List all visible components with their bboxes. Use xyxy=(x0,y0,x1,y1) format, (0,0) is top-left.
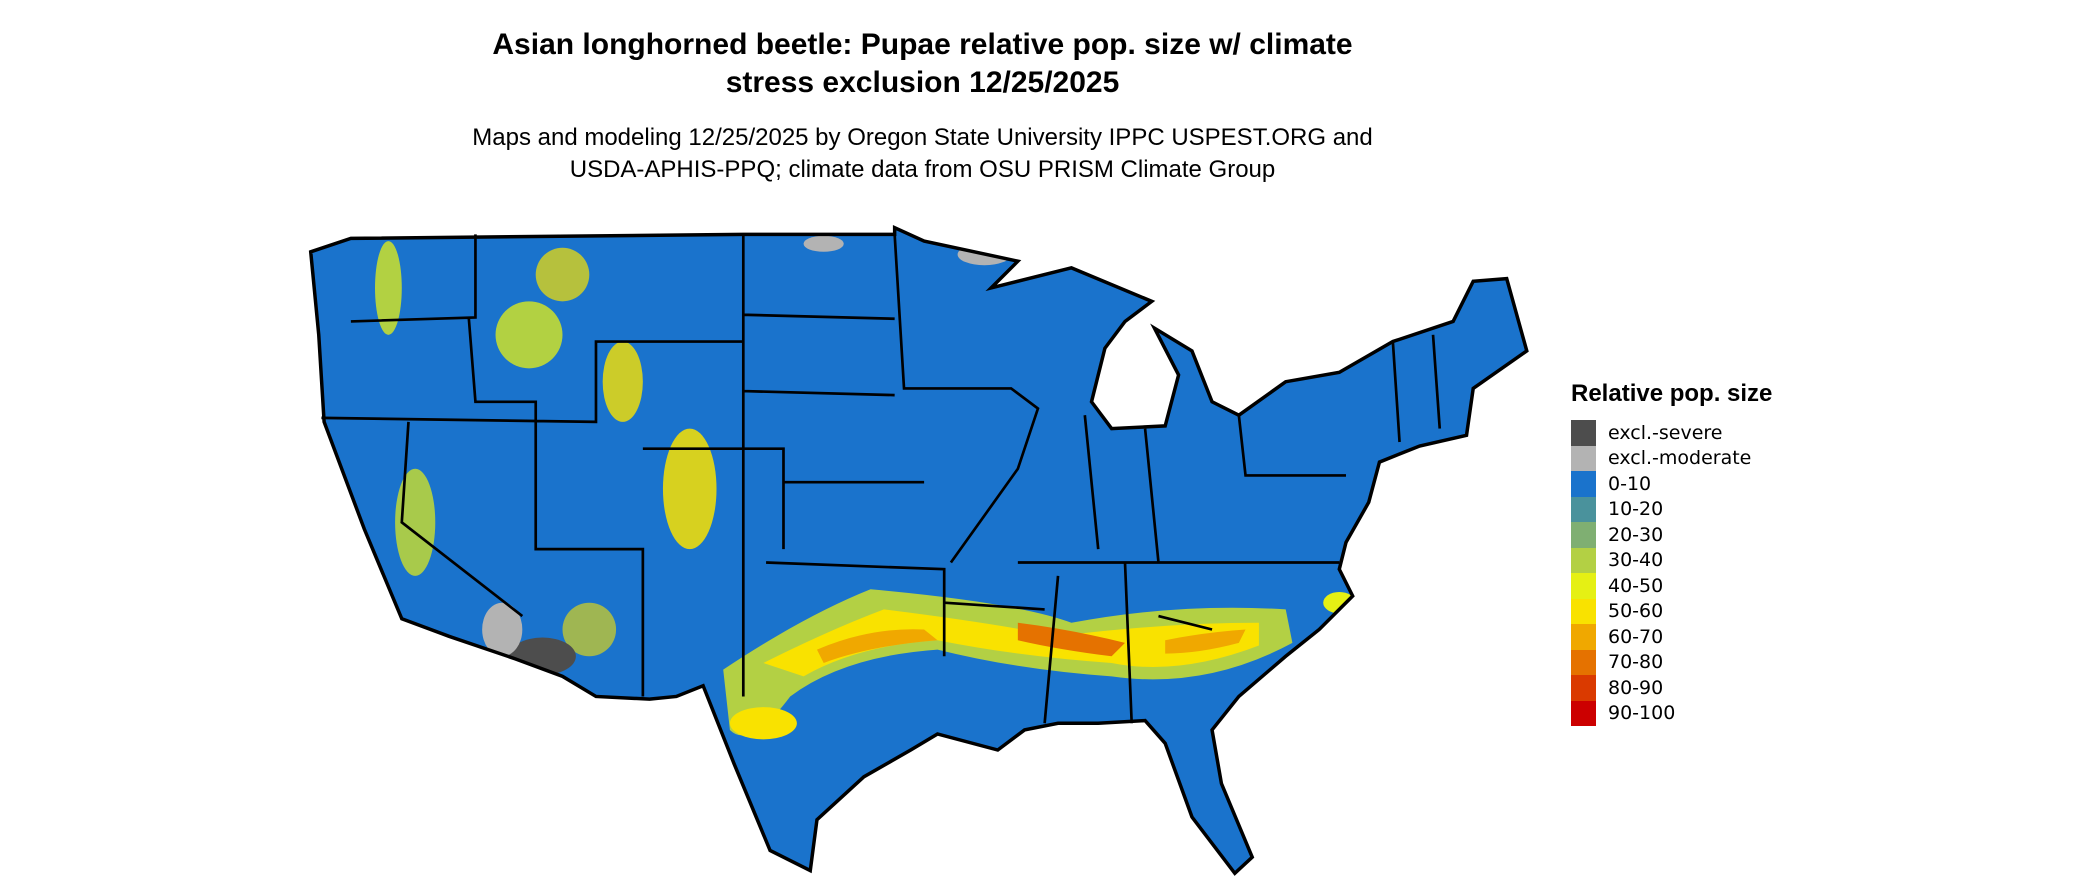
legend-label: 80-90 xyxy=(1608,676,1664,699)
legend-label: 50-60 xyxy=(1608,600,1664,623)
suitability-patches xyxy=(375,235,1356,740)
subtitle-line-1: Maps and modeling 12/25/2025 by Oregon S… xyxy=(472,124,1373,151)
legend-swatch xyxy=(1571,649,1596,675)
legend-item: 70-80 xyxy=(1571,649,1772,675)
legend-swatch xyxy=(1571,547,1596,573)
legend-items: excl.-severe excl.-moderate 0-10 10-20 20-30… xyxy=(1571,420,1772,726)
legend-label: 90-100 xyxy=(1608,702,1676,725)
legend-item: 10-20 xyxy=(1571,496,1772,522)
legend-item: 60-70 xyxy=(1571,624,1772,650)
legend-label: 60-70 xyxy=(1608,625,1664,648)
legend-item: 50-60 xyxy=(1571,598,1772,624)
legend-swatch xyxy=(1571,471,1596,497)
legend-swatch xyxy=(1571,522,1596,548)
legend-item: 80-90 xyxy=(1571,675,1772,701)
map-title: Asian longhorned beetle: Pupae relative … xyxy=(0,26,1845,102)
legend-label: 20-30 xyxy=(1608,523,1664,546)
legend-item: 30-40 xyxy=(1571,547,1772,573)
legend-item: excl.-moderate xyxy=(1571,445,1772,471)
legend-label: 0-10 xyxy=(1608,472,1652,495)
legend-swatch xyxy=(1571,624,1596,650)
legend: Relative pop. size excl.-severe excl.-mod… xyxy=(1571,380,1772,726)
map-subtitle: Maps and modeling 12/25/2025 by Oregon S… xyxy=(0,122,1845,186)
title-line-1: Asian longhorned beetle: Pupae relative … xyxy=(492,28,1353,61)
subtitle-line-2: USDA-APHIS-PPQ; climate data from OSU PR… xyxy=(569,156,1276,183)
title-line-2: stress exclusion 12/25/2025 xyxy=(725,66,1120,99)
legend-swatch xyxy=(1571,700,1596,726)
legend-swatch xyxy=(1571,675,1596,701)
legend-label: 10-20 xyxy=(1608,498,1664,521)
legend-item: excl.-severe xyxy=(1571,420,1772,446)
legend-label: 40-50 xyxy=(1608,574,1664,597)
legend-swatch xyxy=(1571,445,1596,471)
legend-swatch xyxy=(1571,573,1596,599)
legend-swatch xyxy=(1571,420,1596,446)
legend-swatch xyxy=(1571,598,1596,624)
legend-item: 0-10 xyxy=(1571,471,1772,497)
legend-label: excl.-severe xyxy=(1608,421,1723,444)
state-borders xyxy=(308,225,1529,875)
legend-item: 90-100 xyxy=(1571,700,1772,726)
legend-item: 40-50 xyxy=(1571,573,1772,599)
legend-swatch xyxy=(1571,496,1596,522)
legend-label: excl.-moderate xyxy=(1608,447,1752,470)
legend-label: 70-80 xyxy=(1608,651,1664,674)
legend-title: Relative pop. size xyxy=(1571,380,1773,407)
legend-item: 20-30 xyxy=(1571,522,1772,548)
legend-label: 30-40 xyxy=(1608,549,1664,572)
